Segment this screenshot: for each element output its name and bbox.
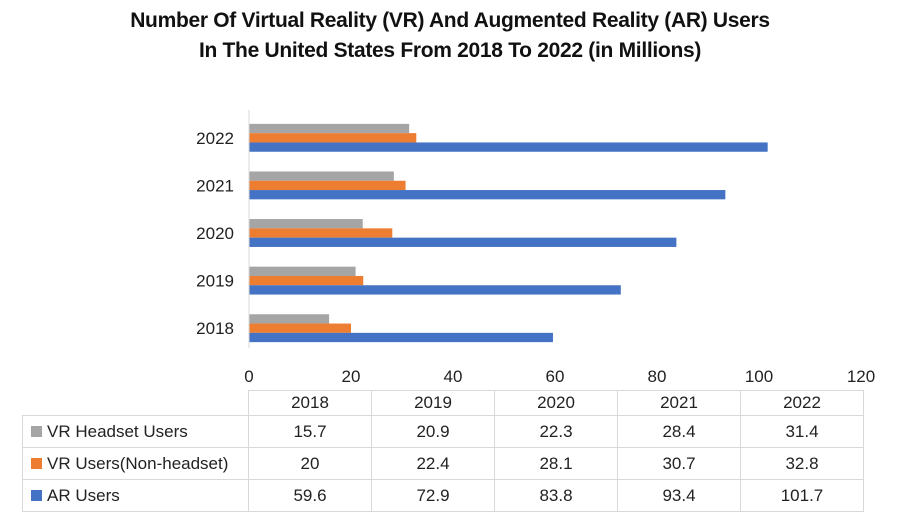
x-tick-label-40: 40 xyxy=(444,367,463,386)
data-table-cell: 83.8 xyxy=(494,479,618,512)
data-table-header-2018: 2018 xyxy=(248,390,372,416)
bar-ar-users-2022 xyxy=(249,142,768,152)
category-label-2019: 2019 xyxy=(196,272,234,291)
legend-label: VR Headset Users xyxy=(47,421,188,441)
bars-group xyxy=(249,123,768,343)
x-tick-label-120: 120 xyxy=(847,367,875,386)
data-table-row: VR Headset Users 15.7 20.9 22.3 28.4 31.4 xyxy=(22,415,864,448)
bar-vr-users-non-headset-2020 xyxy=(249,228,393,238)
bar-ar-users-2020 xyxy=(249,237,677,247)
bar-vr-users-non-headset-2018 xyxy=(249,323,351,333)
data-table-cell: 15.7 xyxy=(248,415,372,448)
bar-vr-users-non-headset-2019 xyxy=(249,275,364,286)
data-table: 2018 2019 2020 2021 2022 VR Headset Users 15.7… xyxy=(22,390,864,512)
bar-vr-users-non-headset-2021 xyxy=(249,180,406,191)
chart-title: Number Of Virtual Reality (VR) And Augme… xyxy=(0,6,900,66)
data-table-cell: 31.4 xyxy=(740,415,864,448)
legend-entry: VR Headset Users xyxy=(22,415,249,448)
bar-vr-users-non-headset-2022 xyxy=(249,133,417,143)
bar-vr-headset-users-2021 xyxy=(249,171,394,181)
data-table-cell: 22.3 xyxy=(494,415,618,448)
x-tick-labels: 0 20 40 60 80 100 120 xyxy=(244,367,875,386)
data-table-cell: 28.4 xyxy=(617,415,741,448)
data-table-header-2020: 2020 xyxy=(494,390,618,416)
legend-swatch xyxy=(31,489,42,501)
category-label-2022: 2022 xyxy=(196,129,234,148)
bar-vr-headset-users-2019 xyxy=(249,266,356,276)
bar-ar-users-2019 xyxy=(249,285,621,295)
legend-entry: VR Users(Non-headset) xyxy=(22,447,249,480)
bar-vr-headset-users-2022 xyxy=(249,123,410,134)
bar-vr-headset-users-2018 xyxy=(249,314,330,324)
data-table-cell: 20 xyxy=(248,447,372,480)
data-table-header-2022: 2022 xyxy=(740,390,864,416)
data-table-row: VR Users(Non-headset) 20 22.4 28.1 30.7 32.8 xyxy=(22,447,864,480)
x-tick-label-60: 60 xyxy=(546,367,565,386)
bar-vr-headset-users-2020 xyxy=(249,219,363,229)
data-table-cell: 30.7 xyxy=(617,447,741,480)
legend-label: AR Users xyxy=(47,485,120,505)
data-table-cell: 59.6 xyxy=(248,479,372,512)
data-table-cell: 20.9 xyxy=(371,415,495,448)
legend-entry: AR Users xyxy=(22,479,249,512)
x-tick-label-100: 100 xyxy=(745,367,773,386)
data-table-header-2021: 2021 xyxy=(617,390,741,416)
category-labels: 2018 2019 2020 2021 2022 xyxy=(196,129,234,338)
legend-swatch xyxy=(31,457,42,469)
chart-title-line-2: In The United States From 2018 To 2022 (… xyxy=(198,39,702,62)
x-tick-label-0: 0 xyxy=(244,367,253,386)
data-table-cell: 32.8 xyxy=(740,447,864,480)
x-tick-label-80: 80 xyxy=(648,367,667,386)
data-table-header-row: 2018 2019 2020 2021 2022 xyxy=(22,390,864,416)
data-table-cell: 28.1 xyxy=(494,447,618,480)
category-label-2021: 2021 xyxy=(196,176,234,195)
bar-ar-users-2018 xyxy=(249,332,553,343)
category-label-2020: 2020 xyxy=(196,224,234,243)
chart-title-line-1: Number Of Virtual Reality (VR) And Augme… xyxy=(130,9,770,32)
legend-label: VR Users(Non-headset) xyxy=(47,453,229,473)
data-table-corner xyxy=(22,390,249,416)
data-table-cell: 101.7 xyxy=(740,479,864,512)
data-table-cell: 72.9 xyxy=(371,479,495,512)
x-tick-label-20: 20 xyxy=(342,367,361,386)
data-table-header-2019: 2019 xyxy=(371,390,495,416)
bar-chart: 2018 2019 2020 2021 2022 0 20 40 60 80 100 120 xyxy=(196,110,875,386)
bar-ar-users-2021 xyxy=(249,190,726,200)
legend-swatch xyxy=(31,425,42,437)
data-table-cell: 93.4 xyxy=(617,479,741,512)
data-table-cell: 22.4 xyxy=(371,447,495,480)
category-label-2018: 2018 xyxy=(196,319,234,338)
data-table-row: AR Users 59.6 72.9 83.8 93.4 101.7 xyxy=(22,479,864,512)
